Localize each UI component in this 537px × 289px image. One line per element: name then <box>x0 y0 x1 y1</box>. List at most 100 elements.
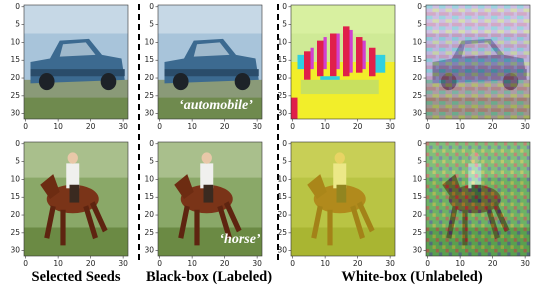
x-tick-label: 0 <box>425 259 430 268</box>
x-tick-label: 30 <box>118 122 128 131</box>
y-tick-label: 5 <box>149 157 154 166</box>
x-tick-label: 30 <box>252 122 262 131</box>
y-tick-label: 25 <box>412 91 422 100</box>
image <box>426 5 530 119</box>
y-tick-label: 30 <box>144 246 154 255</box>
y-tick-label: 25 <box>144 91 154 100</box>
x-tick-label: 0 <box>290 122 295 131</box>
image <box>24 142 128 256</box>
x-tick-label: 0 <box>157 259 162 268</box>
y-tick-label: 20 <box>10 73 20 82</box>
y-tick-label: 5 <box>417 20 422 29</box>
y-tick-label: 20 <box>144 73 154 82</box>
x-tick-label: 20 <box>220 259 230 268</box>
y-tick-label: 25 <box>144 228 154 237</box>
y-tick-label: 15 <box>10 192 20 201</box>
y-tick-label: 0 <box>417 2 422 11</box>
y-tick-label: 5 <box>282 157 287 166</box>
x-tick-label: 30 <box>252 259 262 268</box>
y-tick-label: 10 <box>412 37 422 46</box>
y-tick-label: 5 <box>282 20 287 29</box>
y-tick-label: 30 <box>10 246 20 255</box>
x-tick-label: 10 <box>187 122 197 131</box>
x-tick-label: 10 <box>455 122 465 131</box>
y-tick-label: 30 <box>412 246 422 255</box>
image <box>24 5 128 119</box>
y-tick-label: 20 <box>277 73 287 82</box>
y-tick-label: 25 <box>277 228 287 237</box>
x-tick-label: 10 <box>320 259 330 268</box>
x-tick-label: 30 <box>520 259 530 268</box>
x-tick-label: 20 <box>220 122 230 131</box>
y-tick-label: 10 <box>412 174 422 183</box>
y-tick-label: 30 <box>144 109 154 118</box>
y-tick-label: 25 <box>277 91 287 100</box>
x-tick-label: 10 <box>53 122 63 131</box>
y-tick-label: 10 <box>144 37 154 46</box>
figure: Selected Seeds Black-box (Labeled) White… <box>0 0 537 289</box>
y-tick-label: 20 <box>144 210 154 219</box>
y-tick-label: 15 <box>144 192 154 201</box>
x-tick-label: 20 <box>86 259 96 268</box>
y-tick-label: 0 <box>15 2 20 11</box>
x-tick-label: 30 <box>118 259 128 268</box>
y-tick-label: 15 <box>412 55 422 64</box>
x-tick-label: 30 <box>520 122 530 131</box>
y-tick-label: 25 <box>412 228 422 237</box>
class-label: ‘horse’ <box>219 232 261 247</box>
x-tick-label: 0 <box>157 122 162 131</box>
x-tick-label: 30 <box>385 259 395 268</box>
y-tick-label: 20 <box>10 210 20 219</box>
x-tick-label: 20 <box>353 122 363 131</box>
caption: Black-box (Labeled) <box>146 269 272 285</box>
y-tick-label: 15 <box>277 192 287 201</box>
y-tick-label: 5 <box>15 20 20 29</box>
y-tick-label: 0 <box>149 139 154 148</box>
y-tick-label: 10 <box>277 37 287 46</box>
y-tick-label: 30 <box>412 109 422 118</box>
y-tick-label: 15 <box>277 55 287 64</box>
image <box>291 5 395 119</box>
class-label: ‘automobile’ <box>179 98 253 113</box>
x-tick-label: 0 <box>425 122 430 131</box>
x-tick-label: 30 <box>385 122 395 131</box>
x-tick-label: 20 <box>488 122 498 131</box>
image <box>291 142 395 256</box>
y-tick-label: 0 <box>282 2 287 11</box>
y-tick-label: 15 <box>412 192 422 201</box>
y-tick-label: 20 <box>412 210 422 219</box>
y-tick-label: 10 <box>10 174 20 183</box>
x-tick-label: 20 <box>353 259 363 268</box>
y-tick-label: 0 <box>15 139 20 148</box>
y-tick-label: 0 <box>149 2 154 11</box>
y-tick-label: 10 <box>144 174 154 183</box>
y-tick-label: 10 <box>277 174 287 183</box>
x-tick-label: 0 <box>290 259 295 268</box>
x-tick-label: 0 <box>23 259 28 268</box>
y-tick-label: 5 <box>15 157 20 166</box>
y-tick-label: 5 <box>417 157 422 166</box>
y-tick-label: 10 <box>10 37 20 46</box>
y-tick-label: 5 <box>149 20 154 29</box>
x-tick-label: 10 <box>53 259 63 268</box>
x-tick-label: 10 <box>187 259 197 268</box>
y-tick-label: 20 <box>277 210 287 219</box>
x-tick-label: 10 <box>455 259 465 268</box>
y-tick-label: 30 <box>277 246 287 255</box>
y-tick-label: 15 <box>10 55 20 64</box>
y-tick-label: 0 <box>417 139 422 148</box>
y-tick-label: 30 <box>10 109 20 118</box>
y-tick-label: 0 <box>282 139 287 148</box>
y-tick-label: 25 <box>10 228 20 237</box>
y-tick-label: 25 <box>10 91 20 100</box>
caption: Selected Seeds <box>32 269 121 285</box>
x-tick-label: 20 <box>488 259 498 268</box>
image <box>426 142 530 256</box>
x-tick-label: 20 <box>86 122 96 131</box>
x-tick-label: 10 <box>320 122 330 131</box>
y-tick-label: 30 <box>277 109 287 118</box>
x-tick-label: 0 <box>23 122 28 131</box>
y-tick-label: 20 <box>412 73 422 82</box>
caption: White-box (Unlabeled) <box>341 269 483 285</box>
y-tick-label: 15 <box>144 55 154 64</box>
